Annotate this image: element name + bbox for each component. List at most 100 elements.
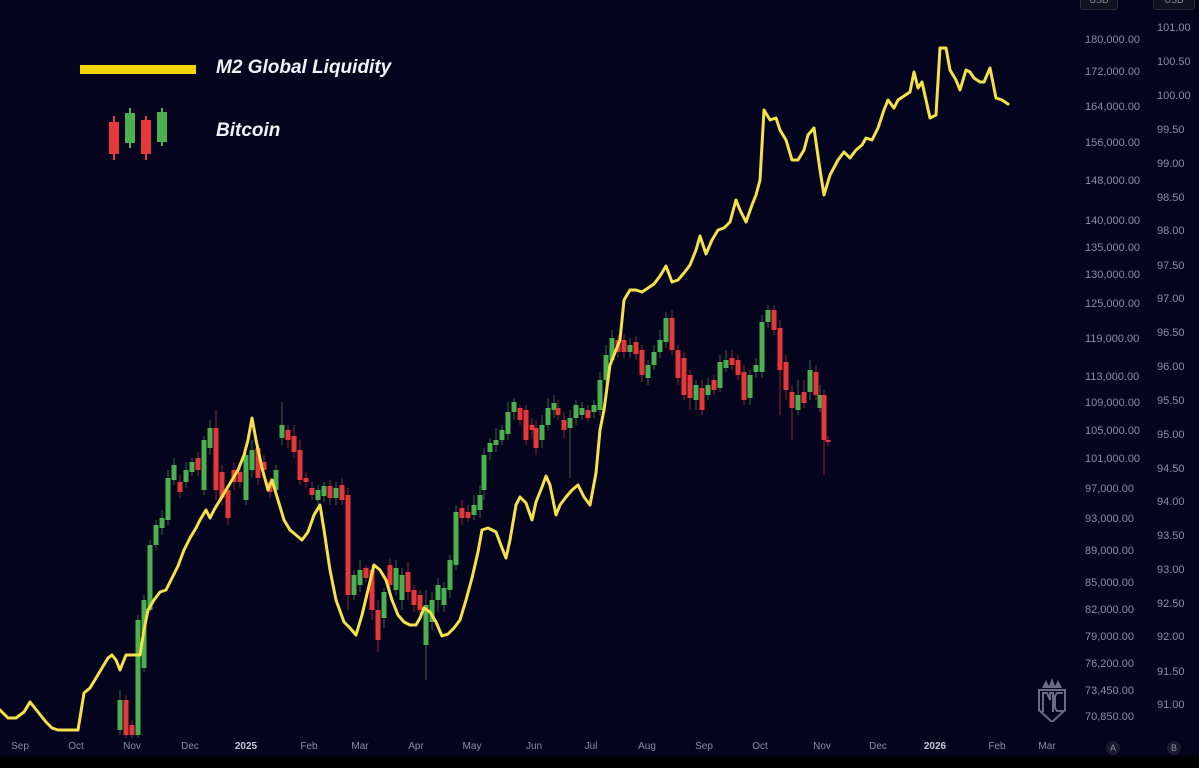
candle-body (387, 565, 393, 585)
candle-body (825, 440, 831, 442)
candle-body (609, 338, 615, 360)
bitcoin-legend-label: Bitcoin (216, 120, 281, 141)
candle-body (493, 440, 499, 445)
time-tick-label: Oct (752, 741, 768, 752)
time-tick-label: May (462, 741, 482, 752)
time-tick-label: 2025 (234, 741, 258, 752)
candle-body (339, 485, 345, 500)
candle-body (249, 450, 255, 470)
candle-body (487, 443, 493, 452)
candle-body (411, 590, 417, 605)
time-tick-label: Apr (408, 741, 424, 752)
price-tick-label: 101,000.00 (1085, 453, 1141, 465)
candle-body (195, 458, 201, 470)
candle-body (213, 428, 219, 490)
candle-body (633, 342, 639, 354)
candle-body (291, 436, 297, 452)
candle-body (207, 428, 213, 448)
m2-tick-label: 98.50 (1157, 192, 1185, 204)
candle-body (435, 585, 441, 600)
candle-body (789, 392, 795, 408)
time-tick-label: Feb (988, 741, 1006, 752)
m2-tick-label: 92.00 (1157, 631, 1185, 643)
price-tick-label: 148,000.00 (1085, 175, 1141, 187)
time-tick-label: Nov (813, 741, 831, 752)
m2-tick-label: 97.50 (1157, 260, 1185, 272)
m2-tick-label: 100.00 (1157, 90, 1191, 102)
scale-button-a[interactable]: A (1106, 741, 1120, 755)
candle-body (309, 488, 315, 495)
candle-body (821, 395, 827, 440)
candle-body (285, 430, 291, 440)
price-tick-label: 140,000.00 (1085, 215, 1141, 227)
candle-body (523, 410, 529, 440)
m2-tick-label: 95.50 (1157, 395, 1185, 407)
candle-body (321, 486, 327, 496)
time-tick-label: Mar (351, 741, 369, 752)
m2-tick-label: 94.50 (1157, 463, 1185, 475)
candle-body (545, 408, 551, 425)
candle-body (237, 472, 243, 482)
candle-body (651, 352, 657, 365)
candle-body (505, 412, 511, 434)
candle-body (423, 605, 429, 645)
price-tick-label: 125,000.00 (1085, 298, 1141, 310)
candle-body (783, 362, 789, 390)
m2-legend-swatch (80, 65, 196, 74)
candle-body (357, 570, 363, 585)
candle-body (201, 440, 207, 490)
candle-body (723, 360, 729, 368)
right-axis-currency-tab[interactable]: USD (1153, 0, 1195, 10)
time-tick-label: Dec (869, 741, 887, 752)
price-tick-label: 135,000.00 (1085, 242, 1141, 254)
candle-body (699, 388, 705, 410)
m2-tick-label: 101.00 (1157, 22, 1191, 34)
candle-body (801, 392, 807, 403)
scale-button-b[interactable]: B (1167, 741, 1181, 755)
time-tick-label: Sep (11, 741, 29, 752)
price-tick-label: 89,000.00 (1085, 545, 1134, 557)
candle-body (729, 358, 735, 365)
candle-body (375, 610, 381, 640)
price-tick-label: 79,000.00 (1085, 631, 1134, 643)
candle-body (499, 430, 505, 440)
candle-body (567, 418, 573, 428)
candle-body (573, 405, 579, 418)
candle-body (303, 478, 309, 482)
price-tick-label: 82,000.00 (1085, 604, 1134, 616)
candle-body (777, 328, 783, 370)
candle-body (405, 572, 411, 592)
candle-body (551, 403, 557, 410)
time-tick-label: Mar (1038, 741, 1056, 752)
mc-crown-logo-icon (1038, 678, 1066, 722)
candle-body (315, 490, 321, 500)
price-tick-label: 73,450.00 (1085, 685, 1134, 697)
candle-body (591, 405, 597, 412)
left-axis-currency-tab[interactable]: USD (1080, 0, 1118, 10)
candle-body (363, 568, 369, 578)
m2-tick-label: 98.00 (1157, 225, 1185, 237)
candle-body (441, 588, 447, 605)
candle-body (153, 525, 159, 545)
chart-plot-area[interactable] (0, 0, 1070, 740)
candle-body (345, 495, 351, 595)
time-tick-label: Feb (300, 741, 318, 752)
candle-body (539, 425, 545, 440)
candle-body (681, 358, 687, 395)
candle-body (243, 455, 249, 500)
candle-body (627, 345, 633, 352)
candle-body (399, 575, 405, 600)
price-tick-label: 105,000.00 (1085, 425, 1141, 437)
candle-body (533, 428, 539, 448)
candle-body (471, 505, 477, 515)
candle-body (481, 455, 487, 490)
candlestick-legend-icon (109, 108, 167, 160)
m2-tick-label: 97.00 (1157, 293, 1185, 305)
candle-body (579, 408, 585, 415)
candle-body (813, 372, 819, 395)
candle-body (477, 495, 483, 510)
candle-body (183, 470, 189, 482)
m2-tick-label: 100.50 (1157, 56, 1191, 68)
candle-body (555, 408, 561, 415)
m2-tick-label: 96.00 (1157, 361, 1185, 373)
